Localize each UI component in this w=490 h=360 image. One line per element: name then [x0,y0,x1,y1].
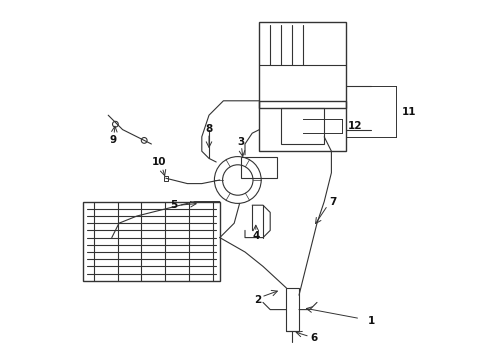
Text: 12: 12 [347,121,362,131]
Text: 2: 2 [254,294,261,305]
Text: 3: 3 [238,137,245,147]
Text: 7: 7 [329,197,337,207]
Text: 8: 8 [205,124,213,134]
Bar [83,202,220,281]
Text: 4: 4 [252,231,260,241]
Bar [242,157,277,178]
Text: 11: 11 [402,107,416,117]
Bar [281,108,324,144]
Text: 5: 5 [170,200,177,210]
Bar [286,288,299,331]
Bar [259,22,346,108]
Bar [164,176,168,181]
Text: 6: 6 [311,333,318,343]
Bar [259,101,346,151]
Text: 9: 9 [109,135,117,145]
Text: 10: 10 [152,157,167,167]
Text: 1: 1 [368,316,375,326]
